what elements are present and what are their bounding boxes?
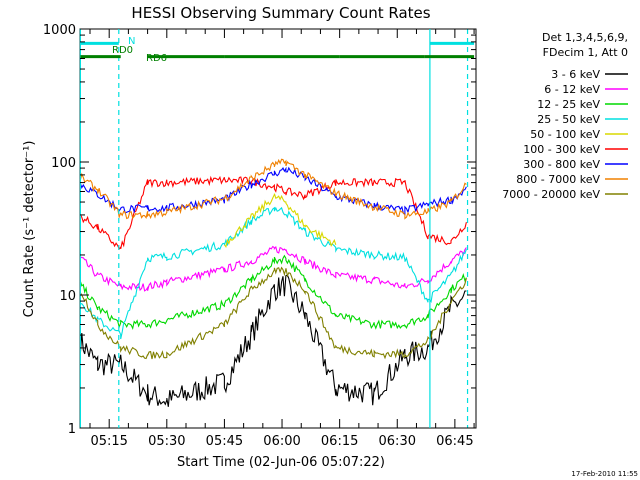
x-tick-label-5: 06:15 (321, 434, 358, 449)
x-tick-label-2: 05:30 (148, 434, 185, 449)
legend-label-4: 25 - 50 keV (537, 113, 600, 126)
x-tick-label-1: 05:15 (90, 434, 127, 449)
series-line-8 (79, 158, 467, 220)
chart-title: HESSI Observing Summary Count Rates (131, 4, 430, 22)
axis-layer: 1 10 100 1000 05:15 05:30 05:45 06:00 06:15 06:30… (43, 23, 476, 449)
legend-header-line-2: FDecim 1, Att 0 (543, 46, 628, 59)
footer-date: 17-Feb-2010 11:55 (571, 470, 638, 478)
y-tick-label-1: 1 (68, 422, 76, 437)
series-line-2 (80, 245, 467, 292)
x-tick-label-3: 05:45 (206, 434, 243, 449)
legend-label-1: 3 - 6 keV (551, 68, 600, 81)
y-axis-title: Count Rate (s⁻¹ detector⁻¹) (22, 141, 37, 318)
x-tick-label-6: 06:30 (379, 434, 416, 449)
series-line-3 (79, 254, 467, 331)
y-tick-label-3: 100 (51, 156, 76, 171)
legend-label-9: 7000 - 20000 keV (502, 188, 600, 201)
legend: Det 1,3,4,5,6,9, FDecim 1, Att 0 3 - 6 k… (502, 31, 628, 201)
annotation-label-rd6: RD6 (146, 53, 167, 64)
series-layer (79, 158, 467, 407)
series-line-6 (79, 175, 467, 251)
legend-header-line-1: Det 1,3,4,5,6,9, (542, 31, 628, 44)
series-line-1 (79, 274, 467, 407)
x-tick-label-7: 06:45 (436, 434, 473, 449)
y-tick-label-2: 10 (59, 289, 76, 304)
y-tick-label-4: 1000 (43, 23, 76, 38)
legend-label-8: 800 - 7000 keV (516, 173, 600, 186)
series-line-9 (79, 266, 467, 360)
x-tick-label-4: 06:00 (263, 434, 300, 449)
annotation-label-n: N (128, 36, 135, 47)
annotation-label-rd0: RD0 (112, 45, 133, 56)
series-line-5 (223, 193, 337, 248)
legend-label-3: 12 - 25 keV (537, 98, 600, 111)
legend-label-6: 100 - 300 keV (523, 143, 600, 156)
x-axis-title: Start Time (02-Jun-06 05:07:22) (177, 455, 385, 470)
legend-label-2: 6 - 12 keV (544, 83, 600, 96)
legend-label-5: 50 - 100 keV (530, 128, 600, 141)
series-line-7 (79, 166, 467, 215)
series-line-4 (80, 206, 467, 340)
legend-label-7: 300 - 800 keV (523, 158, 600, 171)
